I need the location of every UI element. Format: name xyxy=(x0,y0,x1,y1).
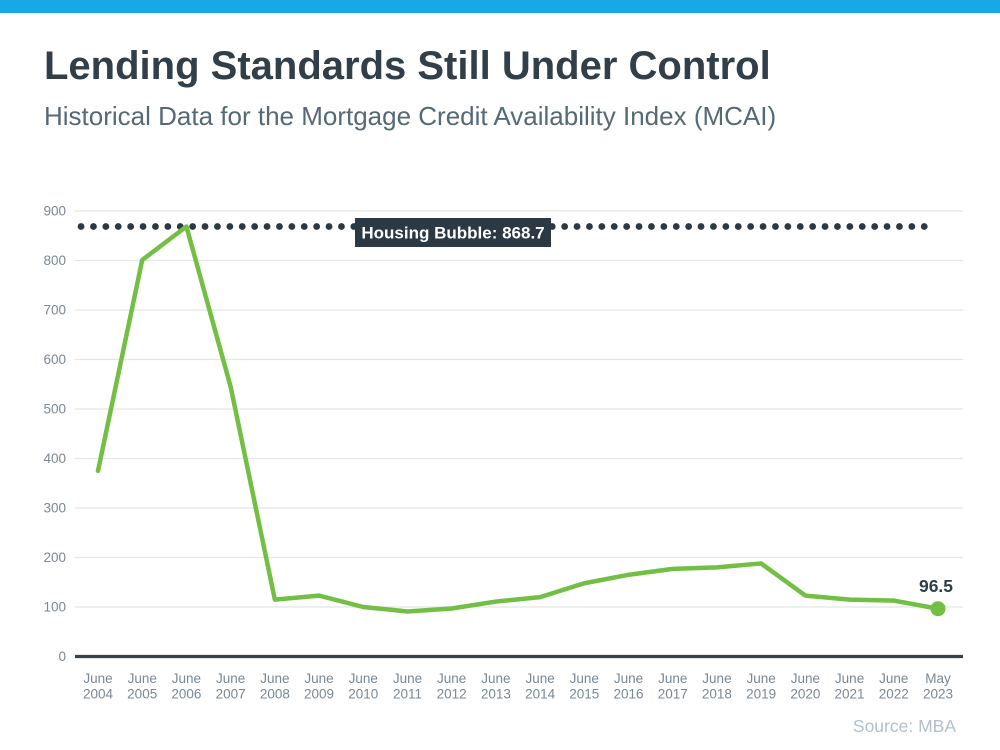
source-label: Source: MBA xyxy=(852,716,956,736)
x-tick-label: June 2020 xyxy=(790,671,820,702)
x-tick-label: June 2019 xyxy=(746,671,776,702)
y-tick-label: 900 xyxy=(43,204,66,219)
x-tick-label: June 2007 xyxy=(216,671,246,702)
x-tick-label: June 2009 xyxy=(304,671,334,702)
y-tick-label: 0 xyxy=(58,649,66,664)
x-tick-label: June 2005 xyxy=(127,671,157,702)
y-tick-label: 700 xyxy=(43,303,66,318)
y-tick-label: 800 xyxy=(43,253,66,268)
x-tick-label: June 2017 xyxy=(658,671,688,702)
last-point-dot xyxy=(930,601,946,617)
y-tick-label: 300 xyxy=(43,501,66,516)
top-accent-bar xyxy=(0,0,1000,13)
page-title: Lending Standards Still Under Control xyxy=(44,44,771,88)
y-tick-label: 200 xyxy=(43,550,66,565)
x-tick-label: June 2015 xyxy=(569,671,599,702)
y-tick-label: 400 xyxy=(43,451,66,466)
x-tick-label: June 2014 xyxy=(525,671,556,702)
y-tick-label: 100 xyxy=(43,600,66,615)
page-subtitle: Historical Data for the Mortgage Credit … xyxy=(44,101,777,131)
x-tick-label: June 2004 xyxy=(83,671,114,702)
housing-bubble-badge-label: Housing Bubble: 868.7 xyxy=(361,224,544,243)
x-tick-label: June 2021 xyxy=(835,671,865,702)
housing-bubble-badge xyxy=(355,218,551,247)
x-tick-label: June 2022 xyxy=(879,671,909,702)
x-tick-label: June 2008 xyxy=(260,671,290,702)
x-tick-label: June 2018 xyxy=(702,671,732,702)
x-tick-label: June 2016 xyxy=(613,671,643,702)
x-tick-label: June 2006 xyxy=(171,671,201,702)
x-tick-label: May 2023 xyxy=(923,671,953,702)
last-point-label: 96.5 xyxy=(919,576,953,596)
mcai-line xyxy=(95,224,941,614)
y-tick-label: 500 xyxy=(43,402,66,417)
y-tick-label: 600 xyxy=(43,352,66,367)
x-tick-label: June 2012 xyxy=(437,671,467,702)
x-tick-label: June 2011 xyxy=(393,671,422,702)
x-tick-label: June 2010 xyxy=(348,671,378,702)
x-tick-label: June 2013 xyxy=(481,671,511,702)
